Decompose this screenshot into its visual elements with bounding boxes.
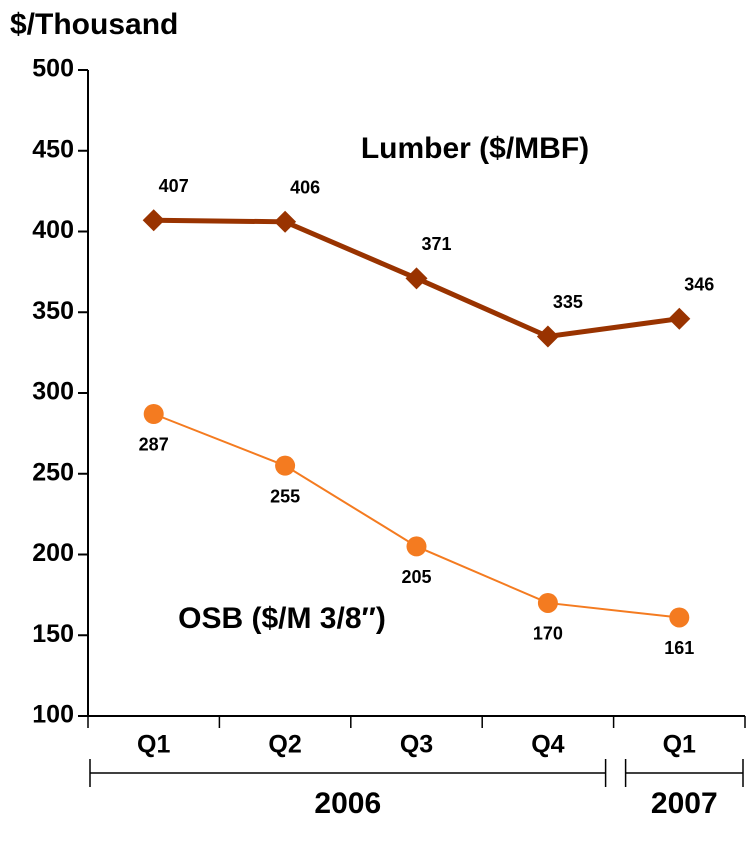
marker [537, 592, 558, 613]
x-tick-label: Q2 [268, 731, 301, 759]
marker [669, 607, 690, 628]
y-tick-label: 300 [32, 378, 74, 406]
y-tick-label: 450 [32, 135, 74, 163]
x-tick-label: Q1 [137, 731, 170, 759]
marker [143, 403, 164, 424]
group-label: 2007 [651, 787, 718, 820]
marker [536, 325, 559, 348]
y-tick-label: 200 [32, 539, 74, 567]
data-label: 406 [290, 178, 320, 198]
y-tick-label: 350 [32, 297, 74, 325]
marker [274, 210, 297, 233]
data-label: 170 [533, 624, 563, 644]
y-tick-label: 500 [32, 55, 74, 83]
series-label: Lumber ($/MBF) [361, 132, 589, 165]
data-label: 346 [684, 274, 714, 294]
data-label: 205 [401, 567, 431, 587]
group-label: 2006 [314, 787, 381, 820]
data-label: 407 [159, 176, 189, 196]
marker [668, 307, 691, 330]
data-label: 161 [664, 638, 694, 658]
data-label: 287 [139, 435, 169, 455]
y-tick-label: 100 [32, 701, 74, 729]
marker [275, 455, 296, 476]
marker [406, 536, 427, 557]
data-label: 335 [553, 292, 583, 312]
y-tick-label: 400 [32, 216, 74, 244]
y-axis-label: $/Thousand [10, 8, 178, 41]
data-label: 255 [270, 486, 300, 506]
marker [142, 209, 165, 232]
x-tick-label: Q1 [663, 731, 696, 759]
series-label: OSB ($/M 3/8″) [178, 602, 386, 635]
y-tick-label: 250 [32, 458, 74, 486]
x-tick-label: Q3 [400, 731, 433, 759]
data-label: 371 [421, 234, 451, 254]
x-tick-label: Q4 [531, 731, 564, 759]
marker [405, 267, 428, 290]
y-tick-label: 150 [32, 620, 74, 648]
